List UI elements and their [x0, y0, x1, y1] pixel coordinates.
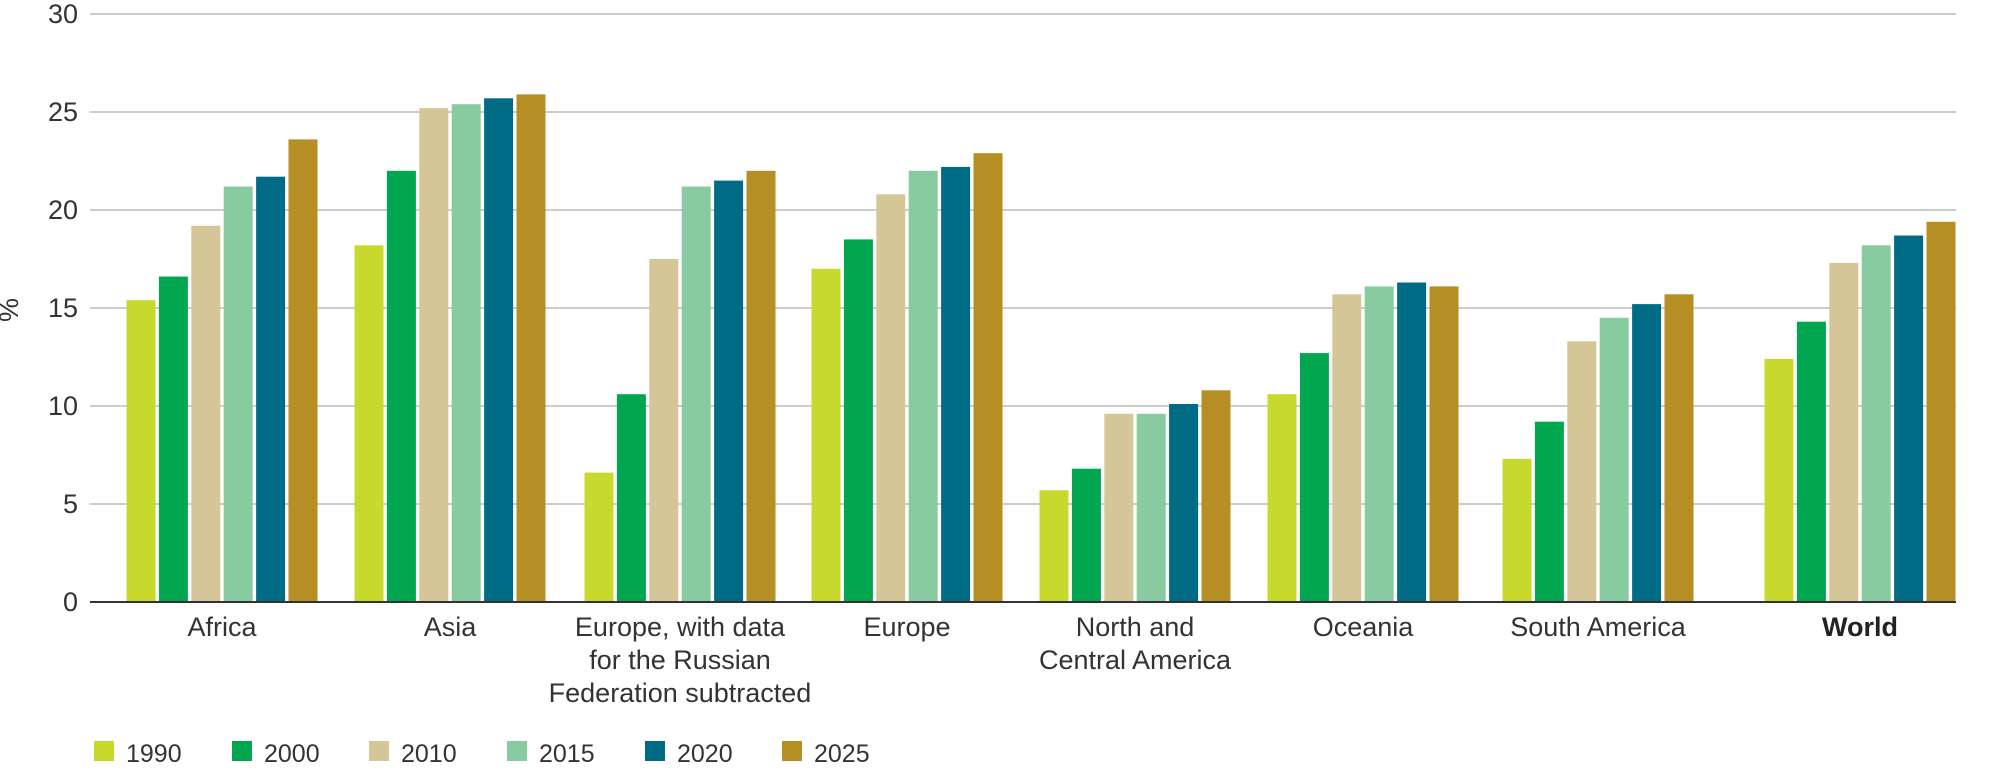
legend-label: 2015 — [539, 740, 595, 765]
bar-2015 — [681, 186, 711, 602]
bar-2010 — [191, 225, 221, 602]
y-tick-label: 0 — [63, 587, 78, 617]
bar-2020 — [1894, 235, 1924, 602]
legend-item: 2015 — [507, 740, 595, 768]
bar-2000 — [616, 394, 646, 602]
legend: 1990 2000 2010 2015 2020 2025 — [94, 740, 870, 768]
legend-item: 2020 — [645, 740, 733, 768]
y-tick-label: 20 — [48, 195, 78, 225]
y-tick-label: 25 — [48, 97, 78, 127]
y-tick-label: 15 — [48, 293, 78, 323]
bar-2015 — [451, 104, 481, 602]
bars — [126, 94, 1956, 603]
bar-2000 — [386, 170, 416, 603]
bar-2020 — [1632, 304, 1662, 602]
y-axis-label: % — [0, 298, 24, 322]
y-tick-label: 10 — [48, 391, 78, 421]
legend-label: 2000 — [264, 740, 320, 765]
bar-1990 — [1267, 394, 1297, 602]
legend-label: 1990 — [126, 740, 182, 765]
category-label: North and — [1076, 612, 1195, 642]
category-label: Oceania — [1313, 612, 1415, 642]
bar-1990 — [584, 472, 614, 602]
bar-2015 — [908, 170, 938, 603]
category-label: World — [1822, 612, 1898, 642]
bar-2020 — [941, 166, 971, 602]
legend-swatch — [507, 741, 527, 761]
legend-label: 2020 — [677, 740, 733, 765]
bar-2000 — [158, 276, 188, 602]
bar-2010 — [1104, 413, 1134, 602]
bar-2025 — [288, 139, 318, 602]
bar-2015 — [1599, 317, 1629, 602]
bar-2015 — [1364, 286, 1394, 602]
bar-2020 — [484, 98, 514, 603]
bar-2020 — [1169, 404, 1199, 602]
bar-2020 — [256, 176, 286, 602]
bar-1990 — [1039, 490, 1069, 602]
bar-1990 — [1764, 359, 1794, 602]
bar-2000 — [1299, 353, 1329, 602]
category-label: Europe, with data — [575, 612, 786, 642]
bar-2015 — [1136, 413, 1166, 602]
legend-swatch — [94, 741, 114, 761]
legend-item: 2000 — [232, 740, 320, 768]
bar-2025 — [1926, 221, 1956, 603]
category-label: for the Russian — [589, 645, 771, 675]
bar-2025 — [746, 170, 776, 603]
bar-2000 — [1071, 468, 1101, 602]
bar-2015 — [1861, 245, 1891, 603]
legend-item: 2025 — [782, 740, 870, 768]
bar-2025 — [973, 153, 1003, 602]
bar-2020 — [714, 180, 744, 602]
y-axis-ticks: 0 5 10 15 20 25 30 — [48, 0, 78, 617]
category-label: Europe — [863, 612, 950, 642]
bar-2000 — [843, 239, 873, 602]
bar-1990 — [126, 300, 156, 602]
legend-swatch — [645, 741, 665, 761]
bar-2010 — [1332, 294, 1362, 602]
legend-swatch — [782, 741, 802, 761]
bar-2010 — [1567, 341, 1597, 602]
bar-1990 — [811, 268, 841, 602]
legend-swatch — [232, 741, 252, 761]
bar-2000 — [1534, 421, 1564, 602]
bar-2000 — [1796, 321, 1826, 602]
bar-2010 — [649, 259, 679, 602]
bar-2010 — [419, 108, 449, 602]
bar-2020 — [1397, 282, 1427, 602]
legend-label: 2010 — [401, 740, 457, 765]
legend-item: 1990 — [94, 740, 182, 768]
bar-2010 — [1829, 262, 1859, 602]
category-label: Federation subtracted — [549, 678, 812, 708]
bar-2010 — [876, 194, 906, 603]
y-tick-label: 30 — [48, 0, 78, 29]
bar-1990 — [354, 245, 384, 603]
bar-2025 — [1201, 390, 1231, 602]
category-label: Asia — [424, 612, 478, 642]
bar-2025 — [516, 94, 546, 603]
legend-label: 2025 — [814, 740, 870, 765]
bar-2015 — [223, 186, 253, 602]
category-label: Central America — [1039, 645, 1232, 675]
legend-swatch — [369, 741, 389, 761]
bar-1990 — [1502, 458, 1532, 602]
bar-2025 — [1664, 294, 1694, 602]
category-label: South America — [1510, 612, 1687, 642]
category-label: Africa — [187, 612, 257, 642]
legend-item: 2010 — [369, 740, 457, 768]
y-tick-label: 5 — [63, 489, 78, 519]
bar-2025 — [1429, 286, 1459, 602]
y-axis-label-group: % — [0, 298, 24, 322]
